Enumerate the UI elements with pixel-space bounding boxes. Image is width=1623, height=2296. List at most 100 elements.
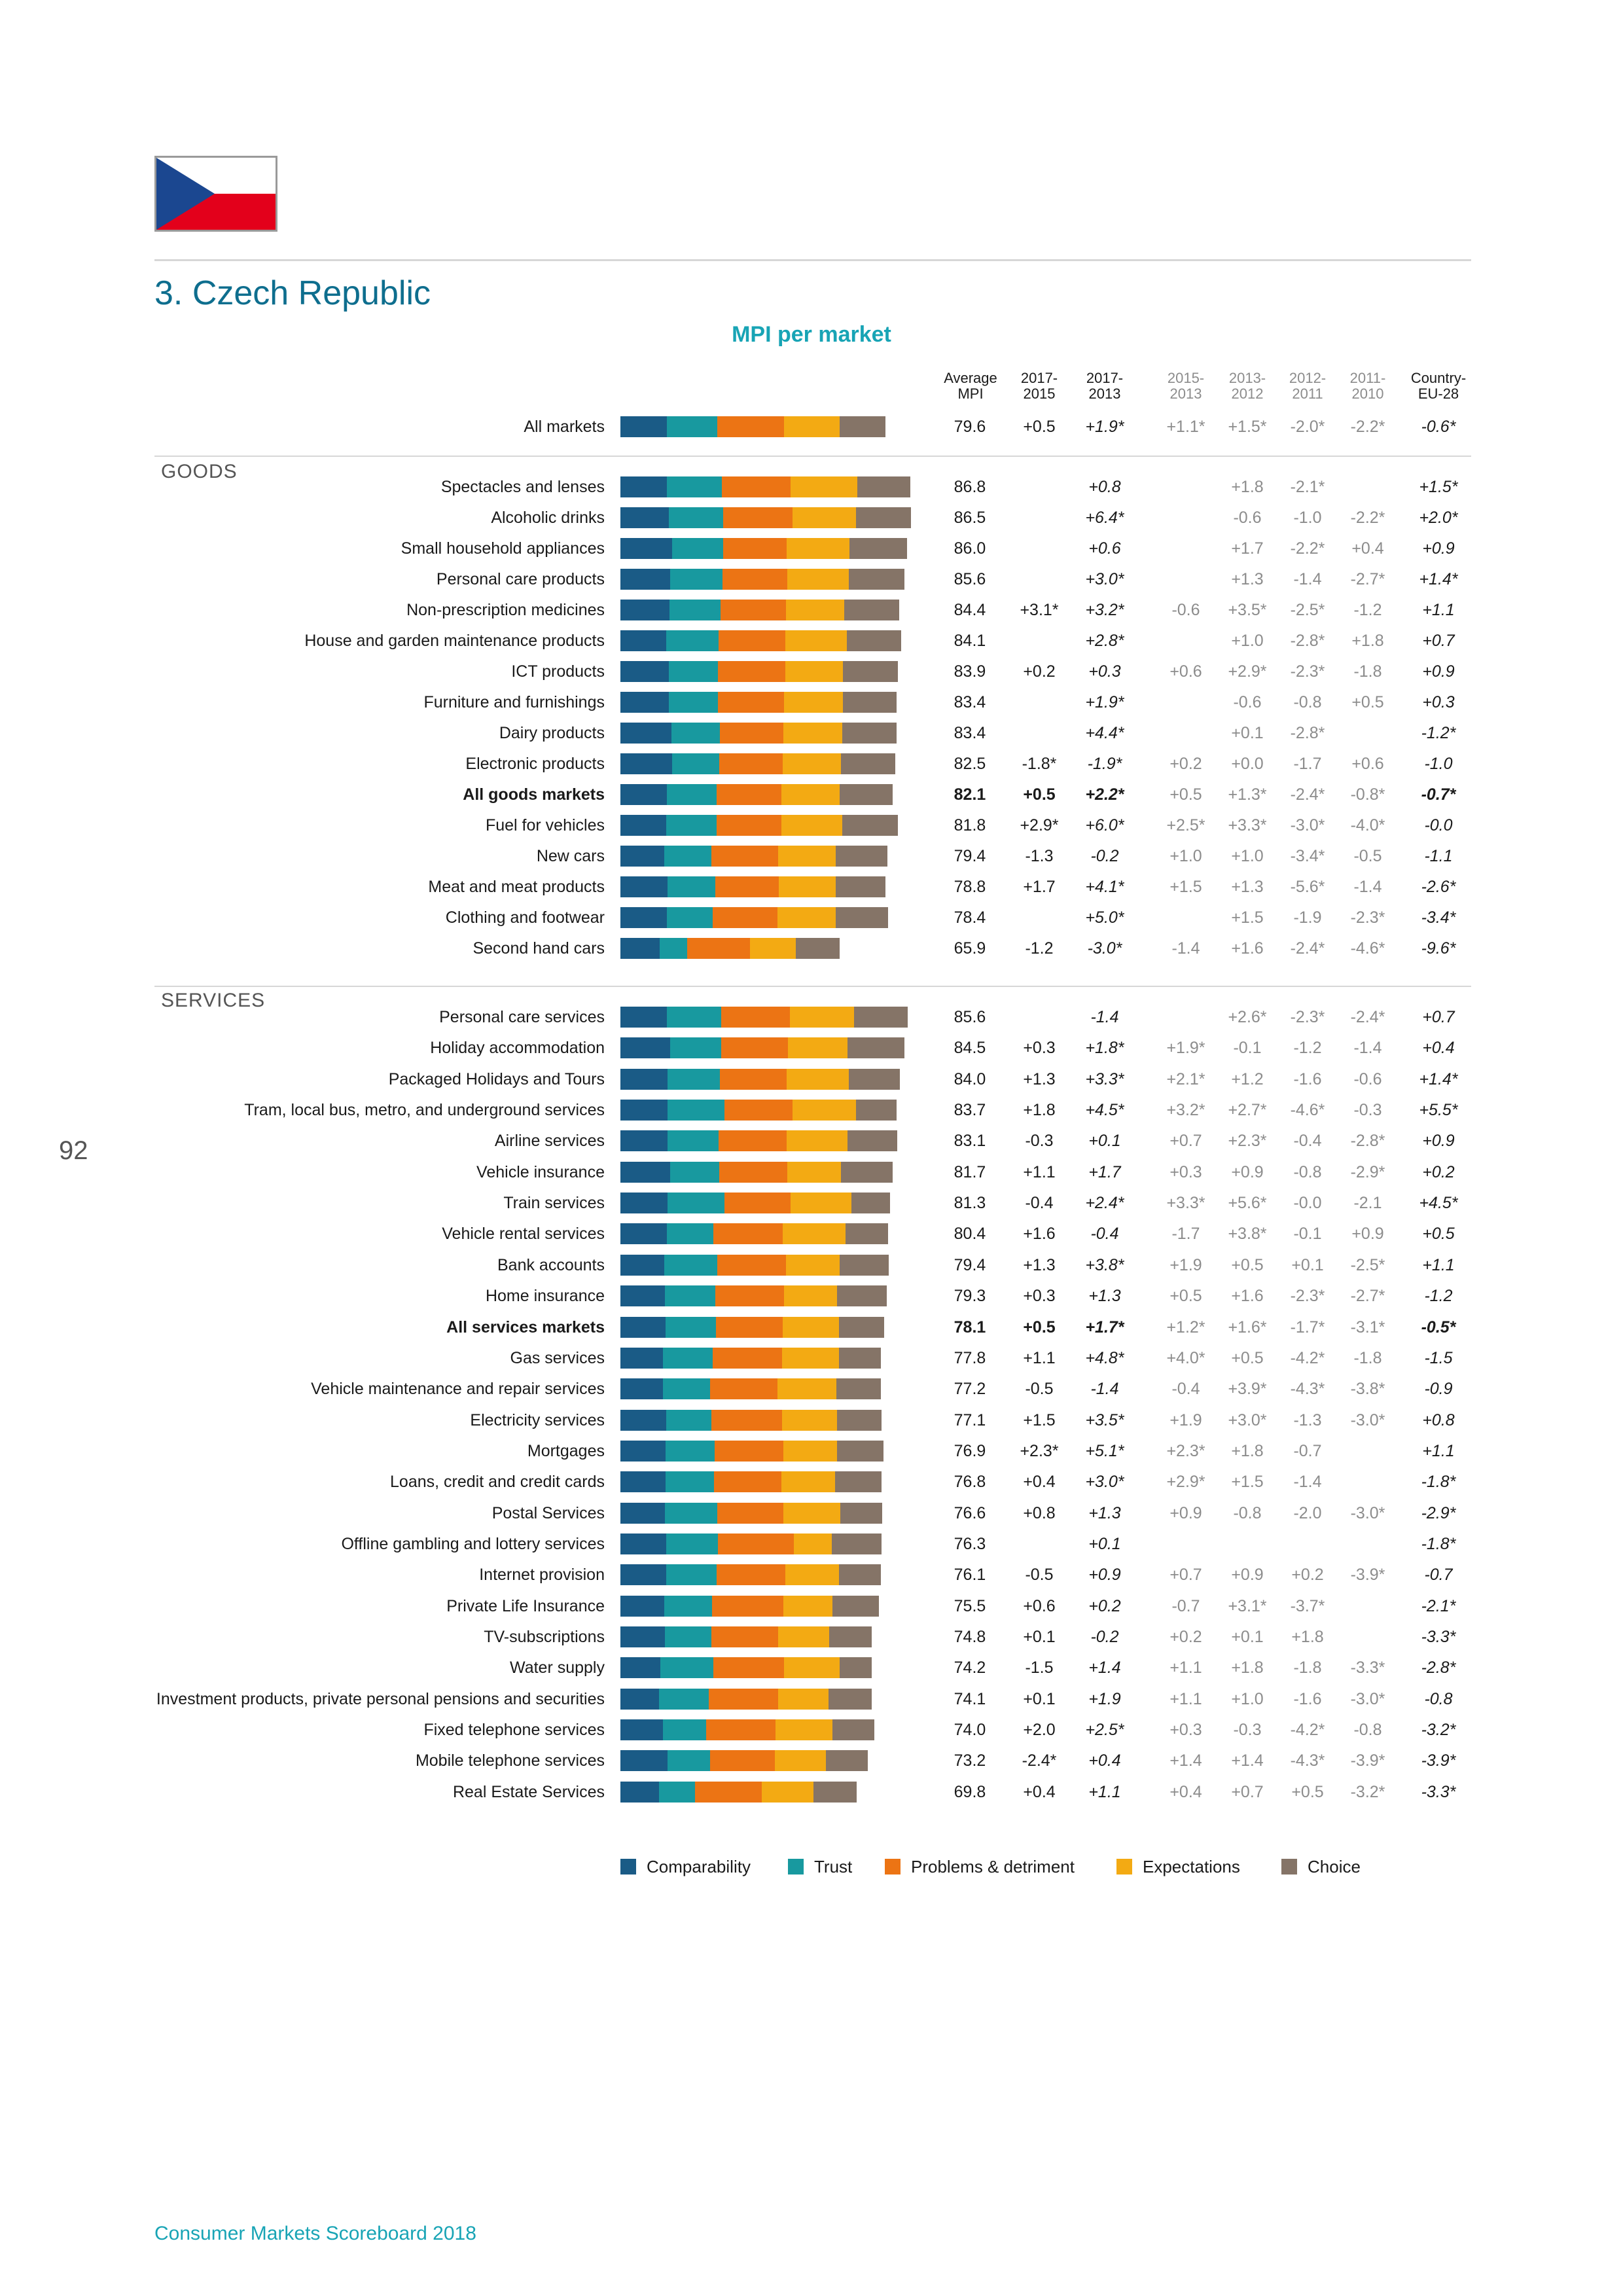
bar-segment-expectations xyxy=(783,1440,837,1462)
country-eu28-diff-value: +5.5* xyxy=(1419,1101,1458,1120)
bar-segment-problems-detriment xyxy=(709,1378,778,1400)
change-2015-2013-value: +0.7 xyxy=(1169,1132,1202,1151)
country-eu28-diff-value: +1.4* xyxy=(1419,570,1458,588)
market-label: Train services xyxy=(503,1194,605,1213)
bar-segment-comparability xyxy=(620,876,668,897)
bar-segment-expectations xyxy=(783,1595,832,1617)
bar-segment-problems-detriment xyxy=(718,661,785,682)
section-title: 3. Czech Republic xyxy=(154,274,431,312)
bar-segment-expectations xyxy=(776,1719,832,1741)
average-mpi-value: 83.9 xyxy=(954,662,986,681)
change-2012-2011-value: -2.3* xyxy=(1290,662,1325,681)
table-row: Vehicle maintenance and repair services 7… xyxy=(0,1374,1623,1403)
change-2013-2012-value: +0.5 xyxy=(1231,1348,1264,1367)
change-2017-2015-value: -1.8* xyxy=(1022,755,1057,773)
bar-segment-problems-detriment xyxy=(713,1223,783,1245)
country-eu28-diff-value: -1.8* xyxy=(1421,1473,1456,1492)
change-2017-2015-value: -2.4* xyxy=(1022,1751,1057,1770)
average-mpi-value: 79.3 xyxy=(954,1287,986,1306)
bar-segment-comparability xyxy=(620,1626,666,1647)
change-2011-2010-value: -2.7* xyxy=(1350,1287,1385,1306)
change-2015-2013-value: +1.9* xyxy=(1166,1039,1205,1058)
bar-segment-problems-detriment xyxy=(717,1502,783,1524)
change-2013-2012-value: +1.5* xyxy=(1228,418,1267,436)
change-2017-2015-value: +0.2 xyxy=(1023,662,1056,681)
change-2017-2013-value: +0.1 xyxy=(1088,1534,1121,1553)
change-2015-2013-value: -0.7 xyxy=(1171,1596,1200,1615)
change-2012-2011-value: -4.3* xyxy=(1290,1751,1325,1770)
change-2015-2013-value: +0.4 xyxy=(1169,1782,1202,1801)
country-eu28-diff-value: -2.6* xyxy=(1421,878,1456,896)
change-2015-2013-value: -0.6 xyxy=(1171,601,1200,619)
stacked-bar-mortgages xyxy=(620,1440,883,1462)
bar-segment-choice xyxy=(832,1595,880,1617)
change-2015-2013-value xyxy=(1153,903,1219,932)
change-2015-2013-value xyxy=(1153,1530,1219,1558)
stacked-bar-train-services xyxy=(620,1193,890,1214)
change-2013-2012-value: +0.1 xyxy=(1231,724,1264,742)
header-2017-2015: 2017- 2015 xyxy=(1020,370,1058,402)
change-2013-2012-value: +3.1* xyxy=(1228,1596,1267,1615)
table-row: Clothing and footwear 78.4 +5.0* +1.5 -1.9 -2… xyxy=(0,903,1623,932)
bar-segment-expectations xyxy=(778,876,836,897)
change-2013-2012-value: +1.4 xyxy=(1231,1751,1264,1770)
legend-swatch xyxy=(1116,1859,1132,1874)
change-2017-2015-value xyxy=(1007,1003,1072,1031)
market-label: Private Life Insurance xyxy=(446,1596,605,1615)
bar-segment-choice xyxy=(846,1223,888,1245)
average-mpi-value: 84.0 xyxy=(954,1069,986,1088)
bar-segment-comparability xyxy=(620,1161,671,1183)
change-2017-2015-value xyxy=(1007,565,1072,594)
change-2011-2010-value xyxy=(1335,473,1400,501)
change-2012-2011-value: -2.1* xyxy=(1290,478,1325,496)
country-eu28-diff-value: -3.4* xyxy=(1421,908,1456,927)
change-2015-2013-value xyxy=(1153,1003,1219,1031)
bar-segment-trust xyxy=(665,1502,718,1524)
change-2012-2011-value: -2.0* xyxy=(1290,418,1325,436)
change-2013-2012-value: -0.3 xyxy=(1233,1721,1262,1740)
bar-segment-problems-detriment xyxy=(687,938,750,959)
table-row: Packaged Holidays and Tours 84.0 +1.3 +3.3*… xyxy=(0,1065,1623,1094)
change-2011-2010-value: +0.9 xyxy=(1351,1225,1384,1244)
bar-segment-trust xyxy=(666,1409,711,1431)
table-row: Furniture and furnishings 83.4 +1.9* -0.6 -0… xyxy=(0,688,1623,717)
change-2017-2013-value: +0.3 xyxy=(1088,662,1121,681)
change-2011-2010-value: -0.5 xyxy=(1353,847,1382,865)
table-row: Holiday accommodation 84.5 +0.3 +1.8* +1.9* -… xyxy=(0,1033,1623,1062)
bar-segment-comparability xyxy=(620,569,671,590)
table-row: Mortgages 76.9 +2.3* +5.1* +2.3* +1.8 -0.7 +1.1 xyxy=(0,1437,1623,1465)
bar-segment-choice xyxy=(841,753,896,774)
stacked-bar-clothing-and-footwear xyxy=(620,907,888,928)
stacked-bar-furniture-and-furnishings xyxy=(620,692,897,713)
change-2015-2013-value: -0.4 xyxy=(1171,1380,1200,1399)
bar-segment-problems-detriment xyxy=(724,1193,791,1214)
bar-segment-trust xyxy=(668,1130,719,1152)
bar-segment-trust xyxy=(667,476,722,497)
change-2015-2013-value: +1.9 xyxy=(1169,1410,1202,1429)
table-row: Private Life Insurance 75.5 +0.6 +0.2 -0.7 +3… xyxy=(0,1592,1623,1621)
market-label: All markets xyxy=(524,418,605,436)
change-2015-2013-value: +0.7 xyxy=(1169,1566,1202,1585)
change-2011-2010-value: -4.6* xyxy=(1350,939,1385,958)
table-row: TV-subscriptions 74.8 +0.1 -0.2 +0.2 +0.1 +1.8… xyxy=(0,1623,1623,1651)
legend-swatch xyxy=(788,1859,804,1874)
change-2017-2013-value: +1.7 xyxy=(1088,1162,1121,1181)
average-mpi-value: 76.8 xyxy=(954,1473,986,1492)
change-2012-2011-value: -0.0 xyxy=(1293,1194,1322,1213)
services-group-label: SERVICES xyxy=(161,990,266,1011)
bar-segment-comparability xyxy=(620,1502,666,1524)
bar-segment-problems-detriment xyxy=(706,1719,776,1741)
country-eu28-diff-value: +0.8 xyxy=(1422,1410,1455,1429)
change-2011-2010-value: -2.7* xyxy=(1350,570,1385,588)
change-2017-2015-value: +2.9* xyxy=(1020,816,1059,834)
change-2012-2011-value: -1.0 xyxy=(1293,509,1322,527)
change-2015-2013-value xyxy=(1153,503,1219,532)
bar-segment-choice xyxy=(847,630,901,651)
change-2015-2013-value: +2.9* xyxy=(1166,1473,1205,1492)
market-label: Personal care products xyxy=(436,570,605,588)
change-2015-2013-value: +0.5 xyxy=(1169,1287,1202,1306)
legend-label: Comparability xyxy=(647,1857,751,1876)
change-2015-2013-value: +2.3* xyxy=(1166,1441,1205,1460)
bar-segment-trust xyxy=(667,784,717,805)
bar-segment-choice xyxy=(844,600,900,620)
